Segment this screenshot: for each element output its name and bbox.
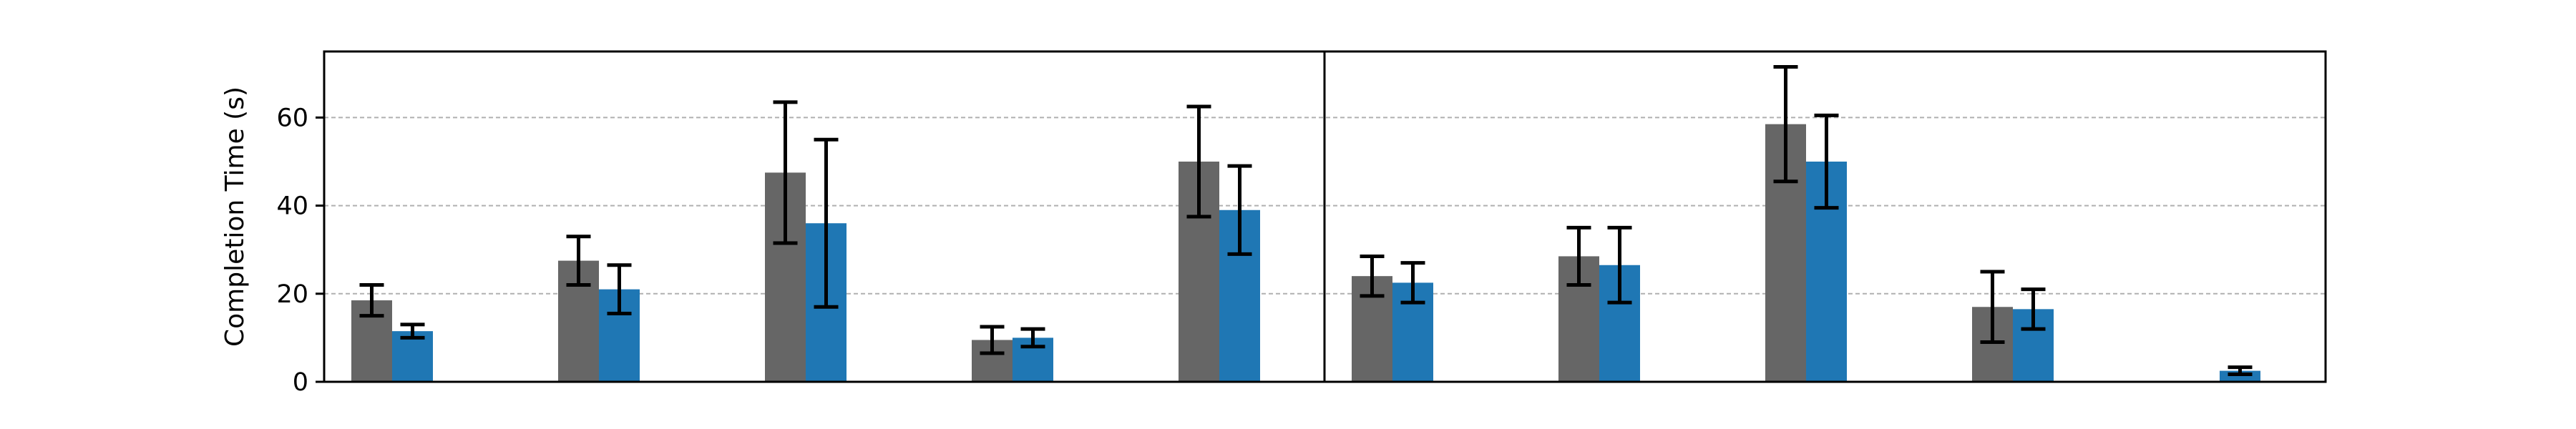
- y-ticks: 0 20 40 60: [276, 104, 324, 397]
- y-tick-label: 40: [276, 192, 308, 221]
- y-tick-label: 20: [276, 280, 308, 309]
- error-bars: [359, 65, 2253, 377]
- bars: [351, 124, 2260, 382]
- panel-frame: [1323, 50, 2327, 383]
- bar: [392, 331, 433, 382]
- y-tick-label: 0: [293, 368, 308, 397]
- axes: [323, 50, 2327, 383]
- y-axis-label: Completion Time (s): [220, 87, 250, 347]
- y-tick-label: 60: [276, 104, 308, 132]
